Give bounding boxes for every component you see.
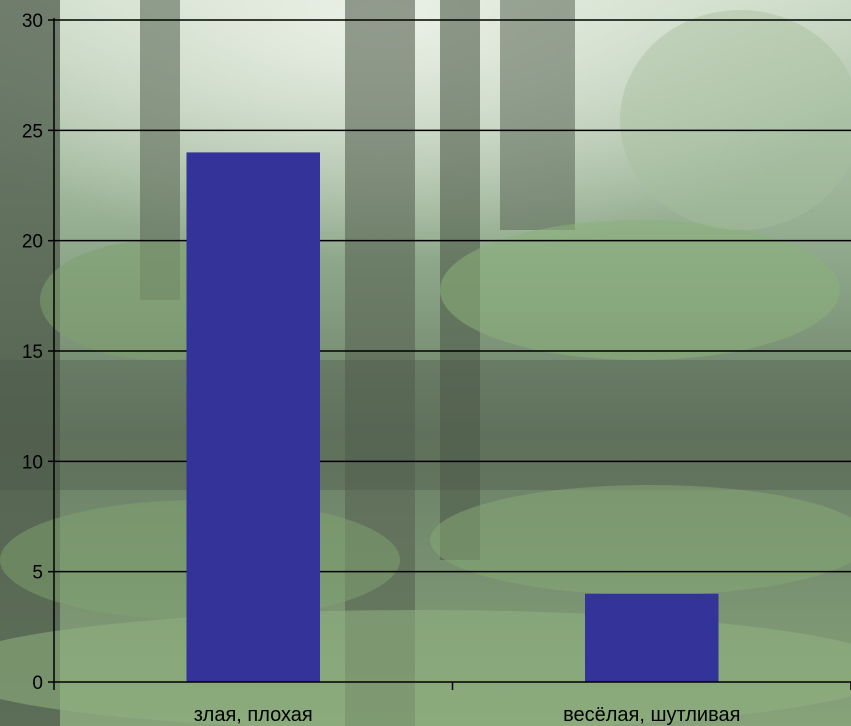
bar	[585, 593, 719, 682]
y-tick-label: 30	[22, 11, 43, 32]
axes	[48, 18, 851, 690]
y-axis-tick-labels: 0 5 10 15 20 25 30	[22, 11, 43, 694]
x-category-label: злая, плохая	[194, 704, 313, 726]
y-tick-label: 15	[22, 342, 43, 363]
y-tick-label: 20	[22, 232, 43, 253]
bar	[186, 152, 320, 682]
bars	[186, 152, 719, 682]
y-tick-label: 25	[22, 121, 43, 142]
y-tick-label: 0	[32, 673, 43, 694]
y-tick-label: 10	[22, 452, 43, 473]
x-category-label: весёлая, шутливая	[563, 704, 740, 726]
y-tick-label: 5	[32, 563, 43, 584]
x-axis-tick-labels: злая, плохая весёлая, шутливая	[194, 704, 741, 726]
